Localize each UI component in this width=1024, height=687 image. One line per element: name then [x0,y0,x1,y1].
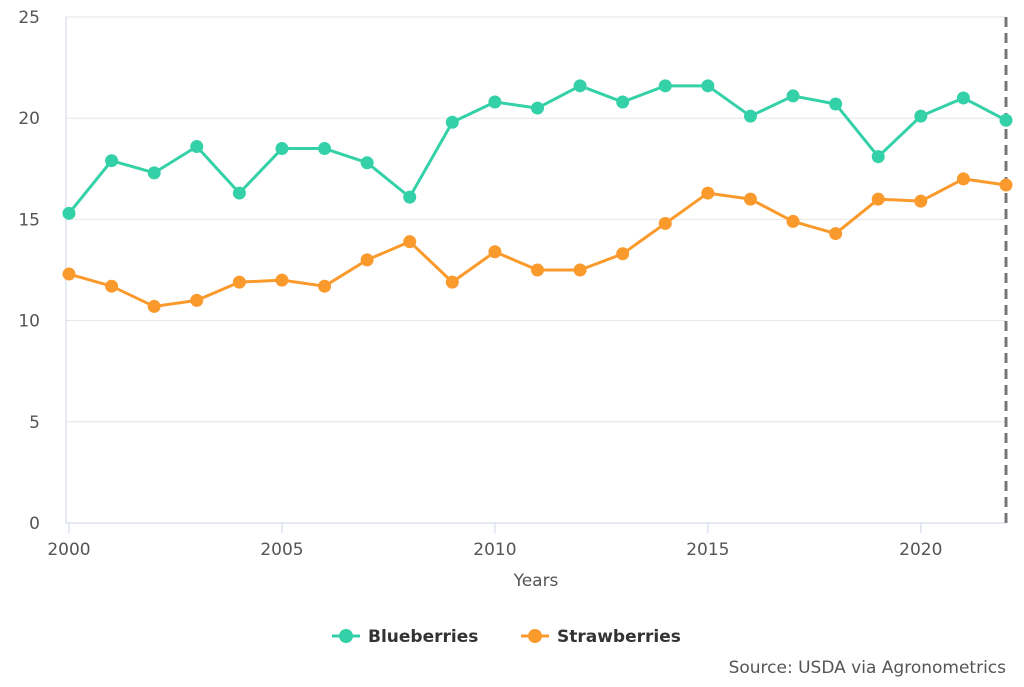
data-point [232,275,246,289]
series-line [68,177,1007,308]
data-point [786,89,800,103]
y-tick-label: 25 [18,8,40,28]
data-point [999,113,1013,127]
series-blueberries [62,79,1013,220]
data-point [318,142,332,156]
x-tick-label: 2000 [47,540,90,560]
data-point [573,263,587,277]
y-tick-label: 0 [29,514,40,534]
data-point [488,245,502,259]
data-point [871,150,885,164]
data-point [360,156,374,170]
data-point [445,275,459,289]
grid [65,16,1008,524]
legend-label: Strawberries [557,627,681,647]
legend-marker [339,629,353,643]
legend-item-strawberries[interactable]: Strawberries [521,627,681,647]
data-point [403,190,417,204]
x-axis: 2000 2005 2010 2015 2020 [47,523,942,560]
data-point [999,178,1013,192]
data-point [318,279,332,293]
x-tick-label: 2020 [899,540,942,560]
data-point [786,214,800,228]
series-strawberries [62,172,1013,313]
data-point [275,142,289,156]
x-tick-label: 2010 [473,540,516,560]
data-point [105,154,119,168]
data-point [62,267,76,281]
y-tick-label: 10 [18,312,40,332]
data-point [658,216,672,230]
data-point [743,192,757,206]
data-point [190,293,204,307]
data-point [701,79,715,93]
x-tick-label: 2005 [260,540,303,560]
legend-item-blueberries[interactable]: Blueberries [332,627,478,647]
data-point [573,79,587,93]
data-point [914,109,928,123]
data-point [914,194,928,208]
data-point [147,299,161,313]
data-point [829,227,843,241]
data-point [445,115,459,129]
x-axis-label: Years [513,571,559,591]
legend: Blueberries Strawberries [332,627,681,647]
data-point [956,172,970,186]
data-point [658,79,672,93]
series-group [62,79,1013,313]
data-point [616,247,630,261]
y-axis: 0 5 10 15 20 25 [18,8,40,534]
data-point [403,235,417,249]
data-point [531,263,544,277]
source-note: Source: USDA via Agronometrics [729,658,1007,678]
data-point [701,186,715,200]
data-point [232,186,246,200]
data-point [829,97,843,111]
data-point [743,109,757,123]
y-tick-label: 5 [29,413,40,433]
legend-marker [528,629,542,643]
data-point [360,253,374,267]
data-point [105,279,119,293]
data-point [871,192,885,206]
data-point [488,95,502,109]
data-point [616,95,630,109]
y-tick-label: 20 [18,109,40,129]
data-point [190,140,204,154]
legend-label: Blueberries [368,627,478,647]
data-point [956,91,970,105]
data-point [62,206,76,220]
data-point [147,166,161,180]
data-point [275,273,289,287]
x-tick-label: 2015 [686,540,729,560]
y-tick-label: 15 [18,210,40,230]
data-point [531,101,544,115]
